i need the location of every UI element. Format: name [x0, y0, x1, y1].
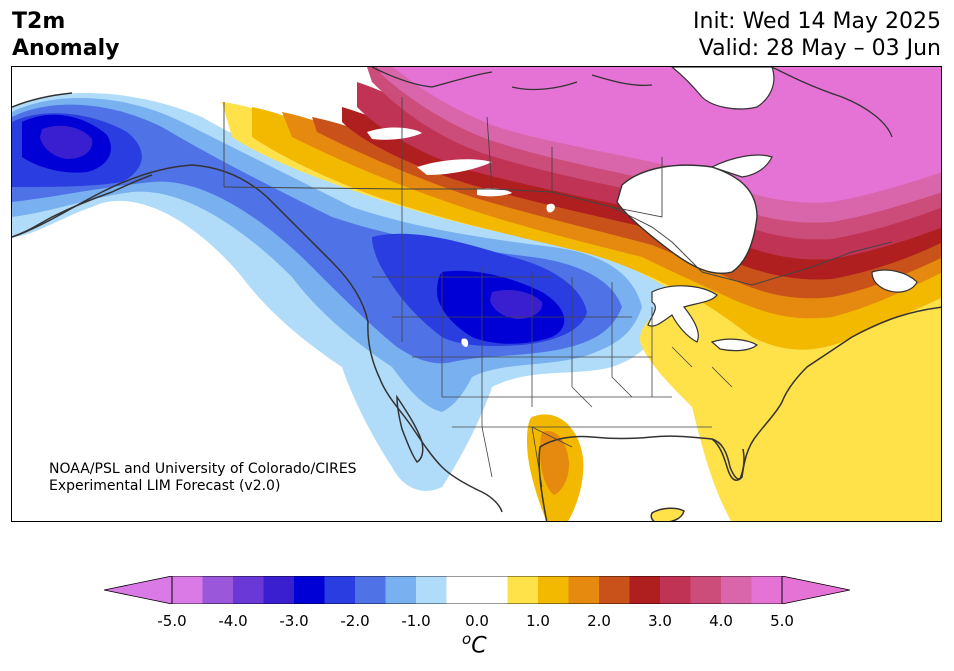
colorbar-tick-label: -5.0 — [157, 612, 187, 630]
anomaly-map-svg — [12, 67, 941, 521]
colorbar-tick-labels: -5.0 -4.0 -3.0 -2.0 -1.0 0.0 1.0 2.0 3.0 4.0 5.0 — [0, 612, 954, 632]
credit-line-1: NOAA/PSL and University of Colorado/CIRE… — [49, 461, 357, 477]
colorbar-tick-label: -1.0 — [401, 612, 431, 630]
colorbar-cells — [172, 576, 783, 604]
colorbar-cell — [324, 576, 356, 604]
pacific-coastline — [12, 164, 503, 513]
baffin-bay — [671, 67, 775, 110]
colorbar-cell — [263, 576, 295, 604]
credit-line-2: Experimental LIM Forecast (v2.0) — [49, 478, 281, 494]
florida-coastline — [711, 438, 745, 481]
gulf-of-st-lawrence — [871, 269, 918, 293]
colorbar-outline — [171, 576, 783, 604]
colorbar-cell — [751, 576, 783, 604]
mexico-borders — [452, 426, 573, 488]
init-date: Init: Wed 14 May 2025 — [693, 9, 941, 34]
warm-band-gold — [252, 107, 941, 521]
colorbar-cell — [721, 576, 752, 604]
colorbar-cell — [233, 576, 264, 604]
colorbar-cell — [629, 576, 661, 604]
great-lakes — [647, 285, 759, 352]
northern-lakes — [367, 127, 555, 347]
colorbar-extend-high — [781, 576, 850, 604]
arctic-islands-coastline — [371, 67, 893, 138]
colorbar-cell — [477, 576, 508, 604]
colorbar-tick-label: 5.0 — [770, 612, 794, 630]
province-borders — [223, 97, 663, 218]
anomaly-map — [11, 66, 942, 522]
title-line-2: Anomaly — [12, 36, 120, 61]
cold-band-6 — [40, 125, 543, 319]
hudson-bay — [616, 164, 758, 274]
colorbar-units: oC — [462, 630, 487, 658]
us-canada-border — [223, 186, 893, 286]
colorbar-cell — [385, 576, 417, 604]
baja-coastline — [396, 394, 424, 463]
colorbar-cell — [416, 576, 447, 604]
colorbar-tick-label: 4.0 — [709, 612, 733, 630]
warm-band-magenta — [392, 67, 941, 203]
colorbar-cell — [690, 576, 722, 604]
colorbar-cell — [446, 576, 478, 604]
warm-band-orange — [282, 112, 941, 495]
warm-band-yellow — [222, 102, 941, 521]
colorbar-tick-label: -4.0 — [218, 612, 248, 630]
gulf-coastline — [538, 306, 941, 521]
colorbar-tick-label: 2.0 — [587, 612, 611, 630]
colorbar-cell — [599, 576, 630, 604]
colorbar-tick-label: -2.0 — [340, 612, 370, 630]
map-title: T2m Anomaly — [12, 8, 119, 62]
colorbar-cell — [172, 576, 203, 604]
colorbar-tick-label: 0.0 — [465, 612, 489, 630]
us-state-borders — [372, 189, 733, 428]
colorbar-tick-label: 1.0 — [526, 612, 550, 630]
colorbar-cell — [355, 576, 386, 604]
forecast-dates: Init: Wed 14 May 2025 Valid: 28 May – 03… — [693, 8, 941, 62]
hudson-strait — [710, 154, 773, 178]
units-base: C — [471, 633, 487, 659]
valid-date-range: Valid: 28 May – 03 Jun — [698, 36, 941, 61]
credit-text: NOAA/PSL and University of Colorado/CIRE… — [49, 461, 357, 495]
colorbar-cell — [660, 576, 691, 604]
colorbar-cell — [294, 576, 325, 604]
units-superscript: o — [462, 630, 472, 648]
colorbar-cell — [568, 576, 600, 604]
alaska-coastline — [12, 92, 153, 238]
colorbar-extend-low — [104, 576, 173, 604]
colorbar-cell — [202, 576, 234, 604]
colorbar-tick-label: 3.0 — [648, 612, 672, 630]
colorbar-cell — [538, 576, 569, 604]
colorbar-cell — [507, 576, 539, 604]
colorbar — [104, 576, 850, 604]
title-line-1: T2m — [12, 9, 66, 34]
yucatan-coastline — [650, 507, 685, 521]
colorbar-tick-label: -3.0 — [279, 612, 309, 630]
